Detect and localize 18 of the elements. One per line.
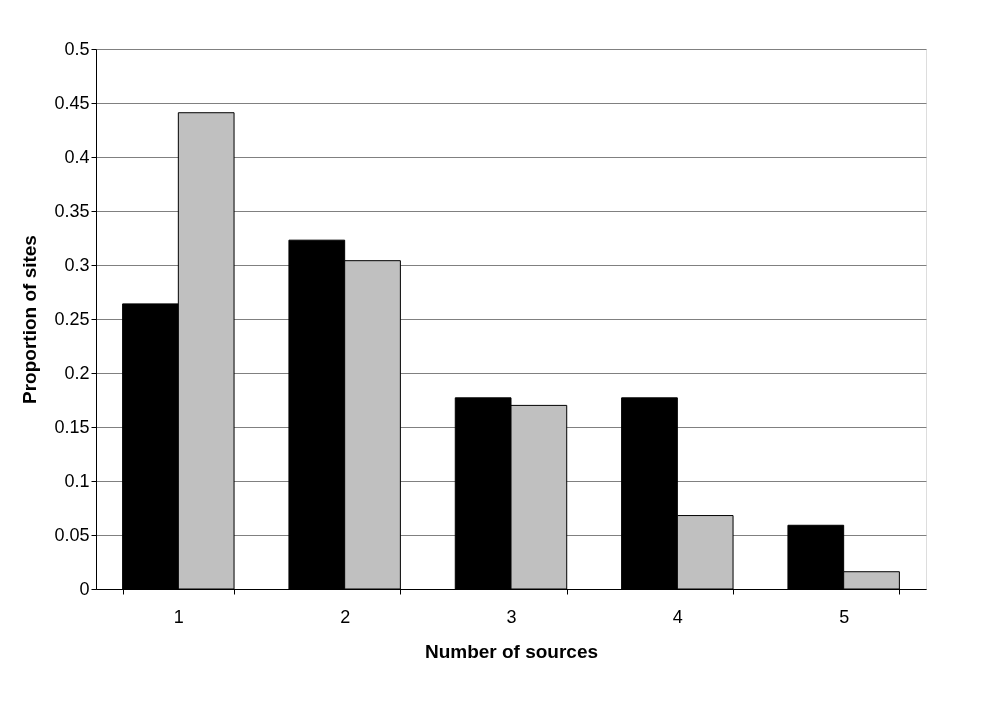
y-tick-label: 0.45 — [54, 92, 90, 113]
y-tick-label: 0.35 — [54, 200, 90, 221]
x-tick-label: 5 — [839, 606, 850, 627]
y-tick-label: 0 — [79, 578, 90, 599]
y-tick-label: 0.4 — [64, 146, 90, 167]
y-tick-label: 0.1 — [64, 470, 90, 491]
x-tick-label: 4 — [672, 606, 683, 627]
x-tick-label: 1 — [173, 606, 184, 627]
y-tick-label: 0.5 — [64, 38, 90, 59]
x-tick-label: 3 — [506, 606, 517, 627]
y-tick-label: 0.3 — [64, 254, 90, 275]
y-tick-label: 0.25 — [54, 308, 90, 329]
y-tick-label: 0.15 — [54, 416, 90, 437]
y-axis-title: Proportion of sites — [19, 235, 41, 404]
x-axis-title: Number of sources — [424, 640, 599, 662]
y-tick-label: 0.2 — [64, 362, 90, 383]
y-tick-label: 0.05 — [54, 524, 90, 545]
x-tick-label: 2 — [340, 606, 351, 627]
